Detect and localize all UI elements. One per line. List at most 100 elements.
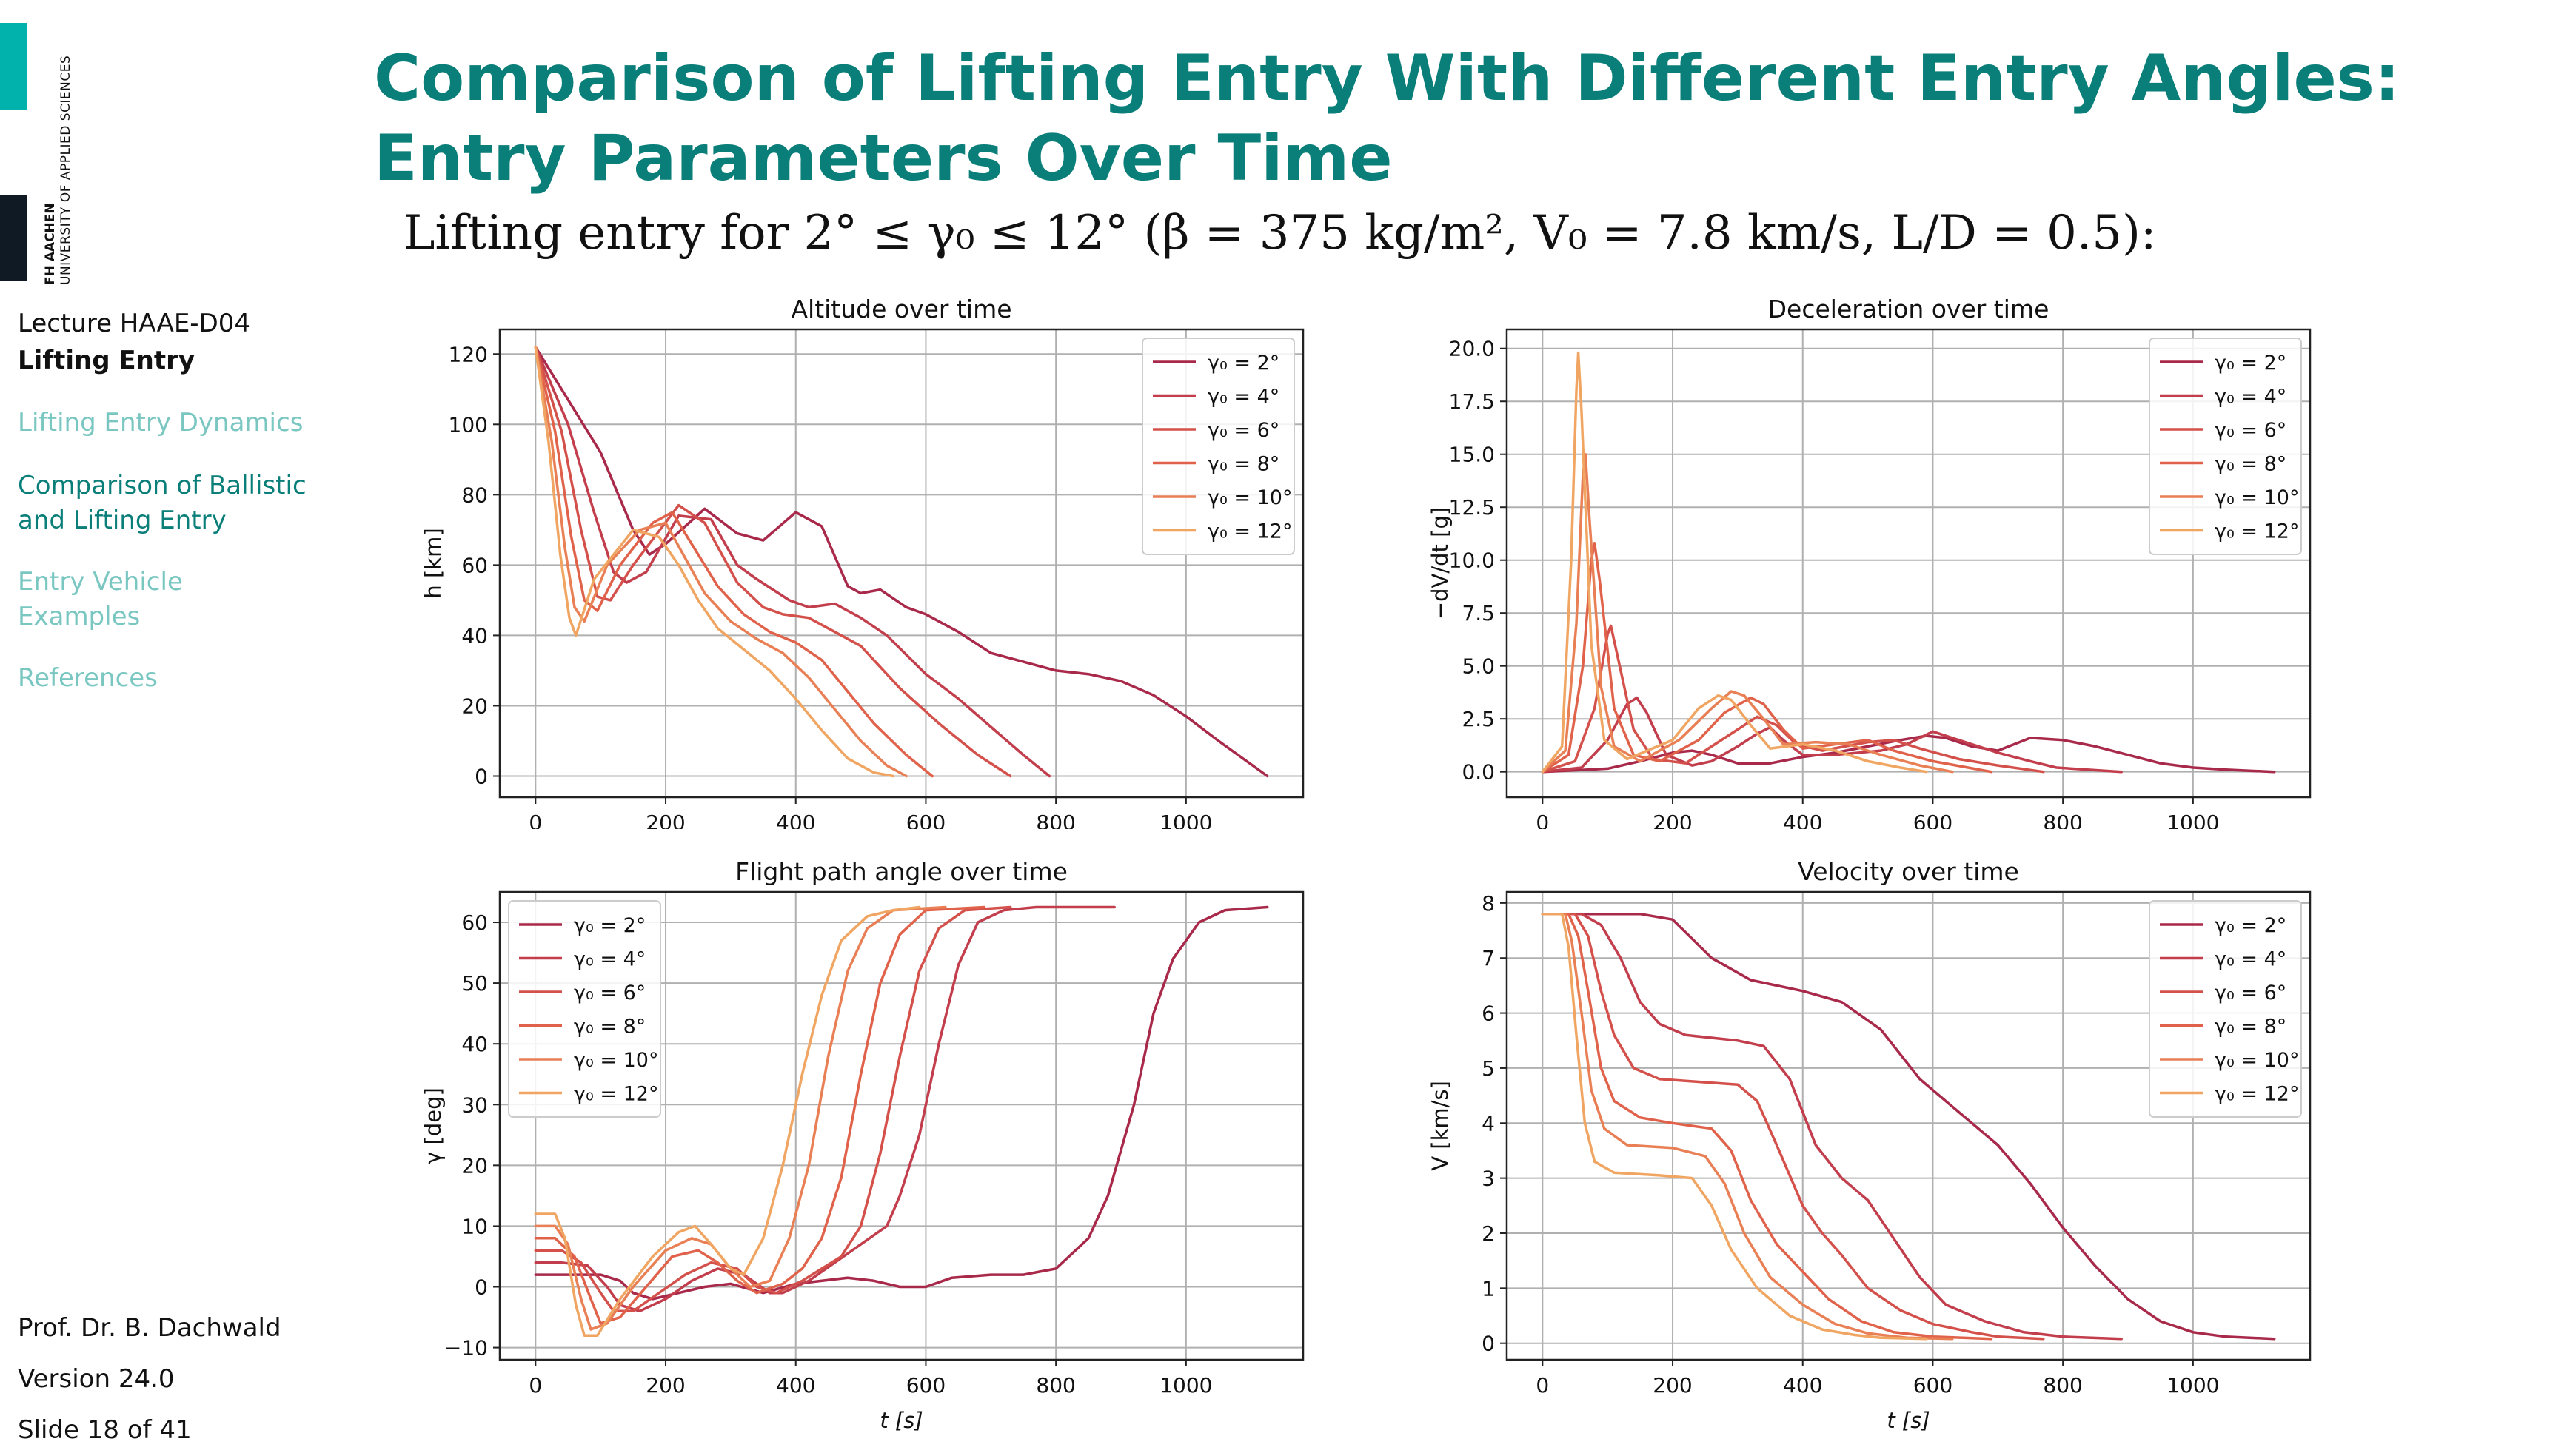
- series-line: [534, 905, 921, 1337]
- x-tick-label: 600: [1913, 811, 1952, 829]
- series-line: [534, 346, 895, 778]
- legend-label: γ₀ = 6°: [574, 982, 646, 1004]
- y-tick-label: 20: [461, 1153, 488, 1178]
- y-tick-label: 2.5: [1462, 707, 1495, 731]
- y-tick-label: −10: [444, 1336, 488, 1361]
- y-tick-label: 40: [461, 623, 488, 648]
- x-tick-label: 0: [529, 1373, 542, 1398]
- x-tick-label: 0: [529, 811, 542, 829]
- y-tick-label: 3: [1482, 1167, 1495, 1191]
- y-tick-label: 17.5: [1449, 389, 1495, 414]
- legend-label: γ₀ = 12°: [574, 1083, 658, 1106]
- page-title: Comparison of Lifting Entry With Differe…: [374, 38, 2400, 198]
- x-tick-label: 800: [2043, 811, 2082, 829]
- page-title-line2: Entry Parameters Over Time: [374, 121, 1393, 195]
- nav-item-references[interactable]: References: [18, 663, 158, 693]
- y-tick-label: 12.5: [1449, 495, 1495, 520]
- x-tick-label: 600: [1913, 1373, 1952, 1398]
- chart-deceleration: Deceleration over time 0 200 400 600 800 1000 0…: [1422, 289, 2362, 829]
- nav-item-comparison-ballistic-lifting[interactable]: Comparison of Ballistic and Lifting Entr…: [18, 471, 307, 535]
- legend-label: γ₀ = 8°: [1208, 453, 1279, 476]
- series-line: [534, 346, 1012, 778]
- sidebar: Lecture HAAE-D04 Lifting Entry Lifting E…: [18, 305, 329, 696]
- x-tick-label: 400: [776, 1373, 815, 1398]
- legend-label: γ₀ = 4°: [1208, 386, 1279, 409]
- y-tick-label: 20.0: [1449, 337, 1495, 361]
- legend-label: γ₀ = 2°: [1208, 352, 1279, 375]
- x-axis-label: t [s]: [880, 1408, 923, 1433]
- x-tick-label: 400: [776, 811, 815, 829]
- chart-deceleration-svg: Deceleration over time 0 200 400 600 800 1000 0…: [1428, 295, 2312, 829]
- x-tick-label: 800: [1036, 811, 1075, 829]
- y-tick-label: 4: [1482, 1111, 1495, 1135]
- plot-frame: [498, 328, 1305, 799]
- legend-box: [1142, 338, 1295, 555]
- version: Version 24.0: [18, 1364, 175, 1394]
- y-tick-label: 15.0: [1449, 443, 1495, 467]
- chart-velocity: Velocity over time 0 200 400 600 800 1000 0 1 2 3 4…: [1422, 850, 2362, 1442]
- x-tick-label: 800: [2043, 1373, 2082, 1398]
- chart-title: Altitude over time: [791, 295, 1011, 323]
- logo-teal-bar: [0, 23, 27, 110]
- chart-title: Flight path angle over time: [735, 857, 1068, 886]
- nav-item-entry-vehicle-examples[interactable]: Entry Vehicle Examples: [18, 567, 183, 631]
- series-line: [1541, 734, 2276, 774]
- slide-number: Slide 18 of 41: [18, 1415, 192, 1445]
- y-tick-label: 20: [461, 694, 488, 718]
- legend-label: γ₀ = 8°: [2215, 1016, 2286, 1039]
- x-tick-label: 400: [1783, 811, 1822, 829]
- y-tick-label: 7.5: [1462, 601, 1495, 625]
- nav-item-lifting-entry-dynamics[interactable]: Lifting Entry Dynamics: [18, 408, 304, 437]
- legend-label: γ₀ = 6°: [1208, 419, 1279, 442]
- series-line: [534, 346, 1051, 778]
- x-tick-label: 1000: [1159, 1373, 1212, 1398]
- x-tick-label: 200: [1653, 811, 1692, 829]
- y-tick-label: 8: [1482, 891, 1495, 916]
- y-tick-label: 5.0: [1462, 654, 1495, 679]
- x-tick-label: 1000: [1159, 811, 1212, 829]
- chart-velocity-svg: Velocity over time 0 200 400 600 800 1000 0 1 2 3 4…: [1428, 857, 2312, 1433]
- y-tick-label: 6: [1482, 1002, 1495, 1026]
- plot-frame: [498, 890, 1305, 1361]
- x-tick-label: 600: [906, 1373, 946, 1398]
- y-tick-label: 5: [1482, 1056, 1495, 1081]
- y-tick-label: 50: [461, 971, 488, 996]
- legend-label: γ₀ = 2°: [2215, 914, 2286, 937]
- legend-label: γ₀ = 4°: [574, 948, 646, 971]
- legend-box: [508, 900, 661, 1118]
- y-axis-label: V [km/s]: [1428, 1081, 1453, 1171]
- y-axis-label: γ [deg]: [421, 1087, 446, 1164]
- logo-line2: UNIVERSITY OF APPLIED SCIENCES: [58, 55, 73, 285]
- y-tick-label: 10.0: [1449, 548, 1495, 573]
- series-line: [1541, 912, 2045, 1341]
- legend-label: γ₀ = 10°: [2215, 486, 2299, 509]
- x-tick-label: 200: [646, 811, 685, 829]
- x-tick-label: 200: [1653, 1373, 1692, 1398]
- series-line: [1541, 912, 2123, 1341]
- y-tick-label: 0: [475, 1275, 488, 1300]
- series-line: [1541, 351, 1928, 774]
- legend-label: γ₀ = 2°: [574, 914, 646, 937]
- legend-label: γ₀ = 4°: [2215, 948, 2286, 971]
- x-axis-label: t [s]: [1887, 1408, 1930, 1433]
- series-line: [534, 346, 934, 778]
- x-tick-label: 400: [1783, 1373, 1822, 1398]
- legend-label: γ₀ = 8°: [574, 1016, 646, 1039]
- y-tick-label: 2: [1482, 1221, 1495, 1246]
- chart-flight-path-angle: Flight path angle over time 0 200 400 600 800…: [415, 850, 1355, 1442]
- y-tick-label: 120: [449, 342, 488, 366]
- series-line: [534, 346, 908, 778]
- subtitle: Lifting entry for 2° ≤ γ₀ ≤ 12° (β = 375…: [404, 206, 2157, 261]
- logo-dark-bar: [0, 195, 27, 281]
- y-tick-label: 100: [449, 412, 488, 437]
- x-tick-label: 600: [906, 811, 946, 829]
- legend-label: γ₀ = 6°: [2215, 419, 2286, 442]
- y-tick-label: 10: [461, 1214, 488, 1238]
- plot-frame: [1505, 328, 2312, 799]
- legend-label: γ₀ = 8°: [2215, 453, 2286, 476]
- legend-label: γ₀ = 12°: [1208, 520, 1292, 543]
- series-line: [534, 905, 986, 1325]
- legend-label: γ₀ = 4°: [2215, 386, 2286, 409]
- legend-label: γ₀ = 10°: [2215, 1049, 2299, 1072]
